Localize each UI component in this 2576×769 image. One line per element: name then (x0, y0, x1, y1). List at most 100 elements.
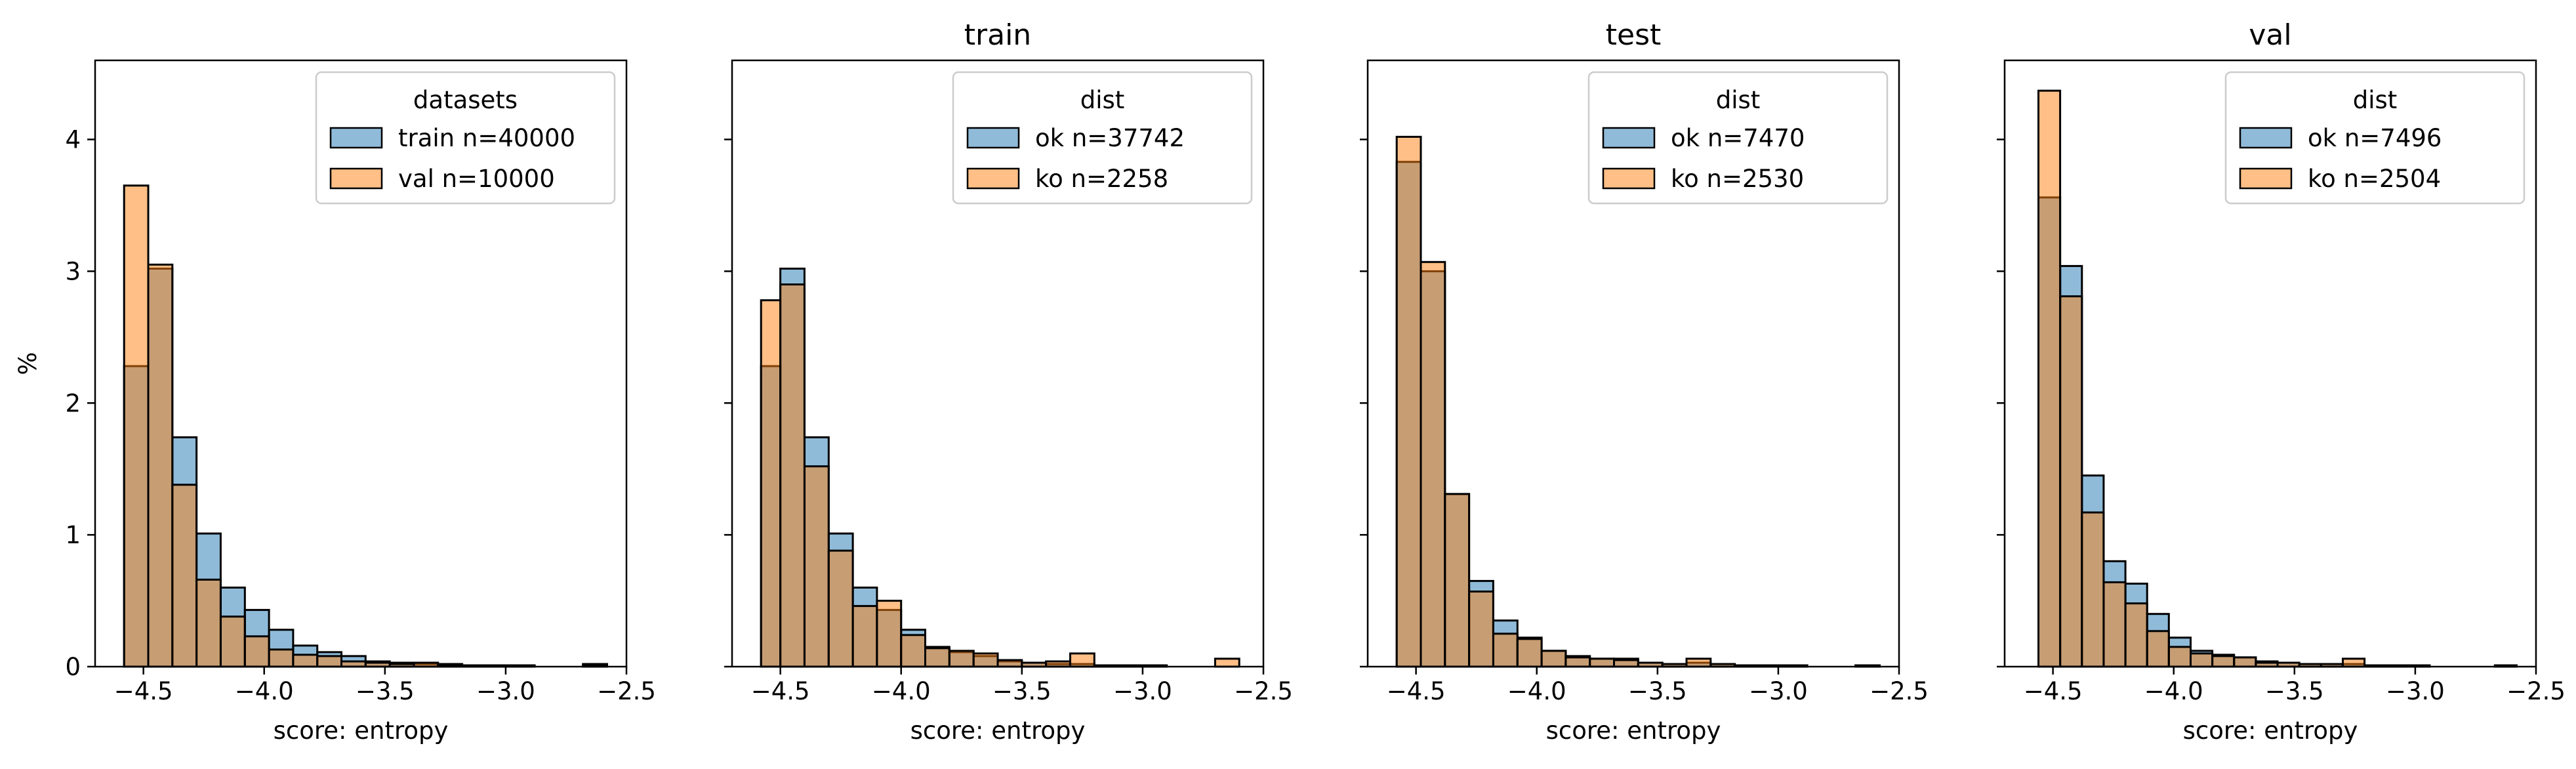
legend-title: dist (1716, 86, 1761, 114)
histogram-bar (1468, 591, 1494, 668)
legend-swatch (1602, 167, 1656, 190)
histogram-bar (1444, 493, 1471, 668)
histogram-bar (1214, 657, 1240, 668)
legend-swatch (2239, 127, 2293, 149)
y-tick-label: 4 (65, 126, 81, 154)
histogram-bar (1589, 657, 1615, 668)
histogram-bar (147, 263, 174, 668)
histogram-bar (851, 605, 878, 668)
legend-swatch (329, 127, 383, 149)
histogram-bar (2146, 630, 2170, 668)
histogram-bar (292, 654, 319, 668)
legend-entry: ok n=7496 (2308, 124, 2442, 152)
histogram-bar (1564, 656, 1591, 668)
legend-box (1587, 71, 1889, 205)
histogram-bar (316, 655, 343, 668)
legend: datasets train n=40000 val n=10000 (315, 71, 616, 205)
legend-entry: ko n=2504 (2308, 165, 2441, 193)
chart-title: train (964, 18, 1031, 52)
legend-box (315, 71, 616, 205)
histogram-bar (1069, 652, 1095, 668)
legend-entry: train n=40000 (398, 124, 575, 152)
x-tick-label: −2.5 (1234, 677, 1293, 705)
histogram-bar (195, 578, 222, 668)
x-tick-label: −2.5 (2506, 677, 2566, 705)
x-tick-label: −4.0 (1507, 677, 1566, 705)
histogram-bar (827, 549, 854, 668)
histogram-bar (2059, 295, 2083, 668)
histogram-bar (123, 184, 150, 668)
y-tick-label: 2 (65, 389, 81, 417)
histogram-bar (876, 600, 903, 668)
x-tick-label: −3.5 (992, 677, 1052, 705)
legend-entry: ko n=2258 (1035, 165, 1168, 193)
x-tick-label: −3.5 (356, 677, 415, 705)
legend-swatch (329, 167, 383, 190)
chart-title: val (2249, 18, 2291, 52)
x-tick-label: −2.5 (597, 677, 656, 705)
chart-panel-3: −4.5 −4.0 −3.5 −3.0 −2.5 score: entropy val dis… (1997, 18, 2566, 745)
histogram-bar (1540, 650, 1567, 668)
x-tick-label: −4.5 (751, 677, 810, 705)
histogram-bar (1516, 638, 1543, 668)
x-tick-label: −2.5 (1870, 677, 1929, 705)
legend-entry: ko n=2530 (1671, 165, 1804, 193)
histogram-bar (2037, 89, 2062, 668)
histogram-bar (804, 465, 830, 668)
histogram-bar (2342, 657, 2366, 668)
x-tick-label: −4.0 (235, 677, 294, 705)
histogram-bar (2124, 602, 2148, 668)
x-tick-label: −3.0 (1749, 677, 1808, 705)
histogram-bar (2081, 511, 2105, 668)
x-tick-label: −3.5 (1628, 677, 1687, 705)
x-axis-label: score: entropy (1546, 717, 1721, 745)
axes-frame (731, 59, 1265, 668)
legend-title: dist (1080, 86, 1125, 114)
x-tick-label: −4.5 (114, 677, 173, 705)
histogram-bar (779, 283, 806, 668)
chart-title: test (1606, 18, 1662, 52)
legend-entry: ok n=37742 (1035, 124, 1185, 152)
axes-frame (1366, 59, 1900, 668)
histogram-bar (1492, 633, 1519, 668)
histogram-bar (171, 484, 198, 668)
legend: dist ok n=7496 ko n=2504 (2224, 71, 2525, 205)
legend-title: dist (2353, 86, 2398, 114)
y-tick-label: 0 (65, 653, 81, 681)
x-tick-label: −4.0 (2144, 677, 2203, 705)
histogram-bar (760, 299, 782, 668)
x-axis-label: score: entropy (274, 717, 449, 745)
legend-swatch (966, 167, 1020, 190)
axes-frame (2003, 59, 2537, 668)
histogram-bar (243, 635, 270, 668)
x-tick-label: −4.5 (2024, 677, 2083, 705)
histogram-bar (1395, 136, 1422, 668)
legend: dist ok n=7470 ko n=2530 (1587, 71, 1889, 205)
legend-entry: val n=10000 (398, 165, 555, 193)
x-axis-label: score: entropy (910, 717, 1086, 745)
x-axis-label: score: entropy (2183, 717, 2358, 745)
legend-box (2224, 71, 2525, 205)
x-tick-label: −4.5 (1387, 677, 1446, 705)
histogram-bar (924, 647, 951, 668)
legend: dist ok n=37742 ko n=2258 (952, 71, 1253, 205)
x-tick-label: −3.0 (476, 677, 535, 705)
histogram-bar (1685, 657, 1712, 668)
legend-box (952, 71, 1253, 205)
histogram-bar (2211, 655, 2236, 668)
legend-title: datasets (413, 86, 518, 114)
x-tick-label: −3.0 (1113, 677, 1172, 705)
x-tick-label: −3.0 (2386, 677, 2445, 705)
histogram-bar (2167, 646, 2192, 668)
legend-entry: ok n=7470 (1671, 124, 1805, 152)
histogram-bar (948, 650, 975, 668)
legend-swatch (1602, 127, 1656, 149)
legend-swatch (2239, 167, 2293, 190)
histogram-bar (2190, 652, 2214, 668)
histogram-bar (972, 652, 999, 668)
chart-panel-1: −4.5 −4.0 −3.5 −3.0 −2.5 score: entropy train d… (724, 18, 1293, 745)
y-tick-label: 1 (65, 521, 81, 549)
histogram-bar (220, 615, 246, 668)
axes-frame (94, 59, 628, 668)
